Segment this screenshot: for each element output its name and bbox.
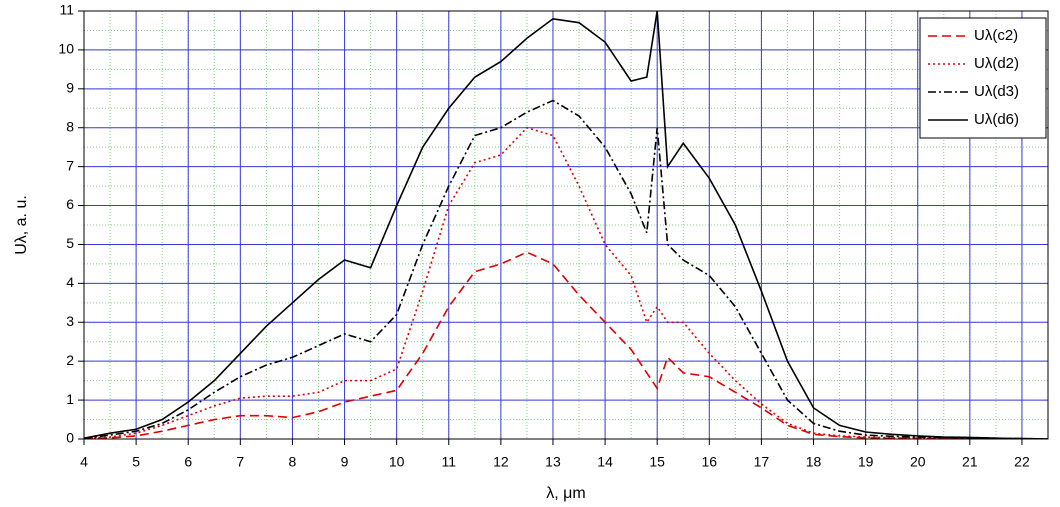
x-tick-label: 15: [649, 454, 665, 470]
x-tick-label: 18: [806, 454, 822, 470]
x-tick-label: 7: [236, 454, 244, 470]
plot-frame: [83, 10, 1049, 440]
y-tick-label: 5: [66, 235, 74, 251]
y-tick-label: 8: [66, 118, 74, 134]
x-tick-label: 20: [910, 454, 926, 470]
x-tick-label: 5: [132, 454, 140, 470]
legend-label: Uλ(d6): [974, 111, 1019, 128]
x-tick-label: 14: [597, 454, 613, 470]
y-tick-label: 6: [66, 196, 74, 212]
y-tick-label: 10: [58, 41, 74, 57]
y-tick-label: 3: [66, 313, 74, 329]
y-tick-label: 11: [59, 2, 74, 18]
x-tick-label: 21: [962, 454, 978, 470]
legend-box: [919, 17, 1047, 139]
x-tick-label: 13: [545, 454, 561, 470]
x-axis-title: λ, μm: [546, 485, 585, 502]
y-tick-label: 4: [66, 274, 74, 290]
legend-label: Uλ(d2): [974, 55, 1019, 72]
y-tick-label: 0: [66, 430, 74, 446]
x-tick-label: 17: [754, 454, 770, 470]
series-line: [84, 126, 1048, 439]
series-line: [84, 11, 1048, 439]
x-tick-label: 22: [1014, 454, 1030, 470]
y-tick-label: 1: [66, 391, 74, 407]
x-tick-label: 16: [702, 454, 718, 470]
y-axis-title: Uλ, a. u.: [13, 195, 30, 255]
y-tick-label: 2: [66, 352, 74, 368]
y-tick-label: 7: [66, 157, 74, 173]
y-tick-label: 9: [66, 80, 74, 96]
x-tick-label: 11: [441, 454, 456, 470]
x-tick-label: 8: [289, 454, 297, 470]
x-tick-label: 4: [80, 454, 88, 470]
legend-label: Uλ(d3): [974, 83, 1019, 100]
x-tick-label: 12: [493, 454, 509, 470]
x-tick-label: 6: [184, 454, 192, 470]
series-line: [84, 251, 1048, 439]
x-tick-label: 9: [341, 454, 349, 470]
series-line: [84, 99, 1048, 439]
x-tick-label: 19: [858, 454, 874, 470]
legend-label: Uλ(c2): [974, 27, 1018, 44]
x-tick-label: 10: [389, 454, 405, 470]
